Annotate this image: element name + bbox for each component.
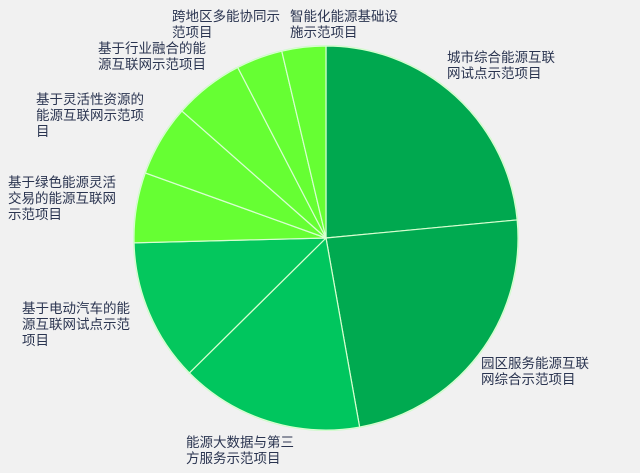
slice-label-industry: 基于行业融合的能 源互联网示范项目 [98, 41, 206, 73]
slice-label-flex-resource: 基于灵活性资源的 能源互联网示范项 目 [36, 92, 144, 140]
slice-label-urban: 城市综合能源互联 网试点示范项目 [447, 50, 555, 82]
pie-slice-2 [188, 236, 361, 431]
slice-label-park: 园区服务能源互联 网综合示范项目 [481, 356, 589, 388]
pie-slice-1 [325, 219, 519, 428]
slice-label-infrastructure: 智能化能源基础设 施示范项目 [290, 9, 398, 41]
slice-label-cross-region: 跨地区多能协同示 范项目 [172, 9, 280, 41]
pie-slice-3 [133, 237, 328, 374]
pie-slice-0 [325, 45, 518, 239]
slice-label-ev: 基于电动汽车的能 源互联网试点示范 项目 [22, 301, 130, 349]
slice-label-bigdata: 能源大数据与第三 方服务示范项目 [186, 435, 294, 467]
slice-label-green-trade: 基于绿色能源灵活 交易的能源互联网 示范项目 [8, 175, 116, 223]
pie-slice-8 [281, 45, 327, 239]
